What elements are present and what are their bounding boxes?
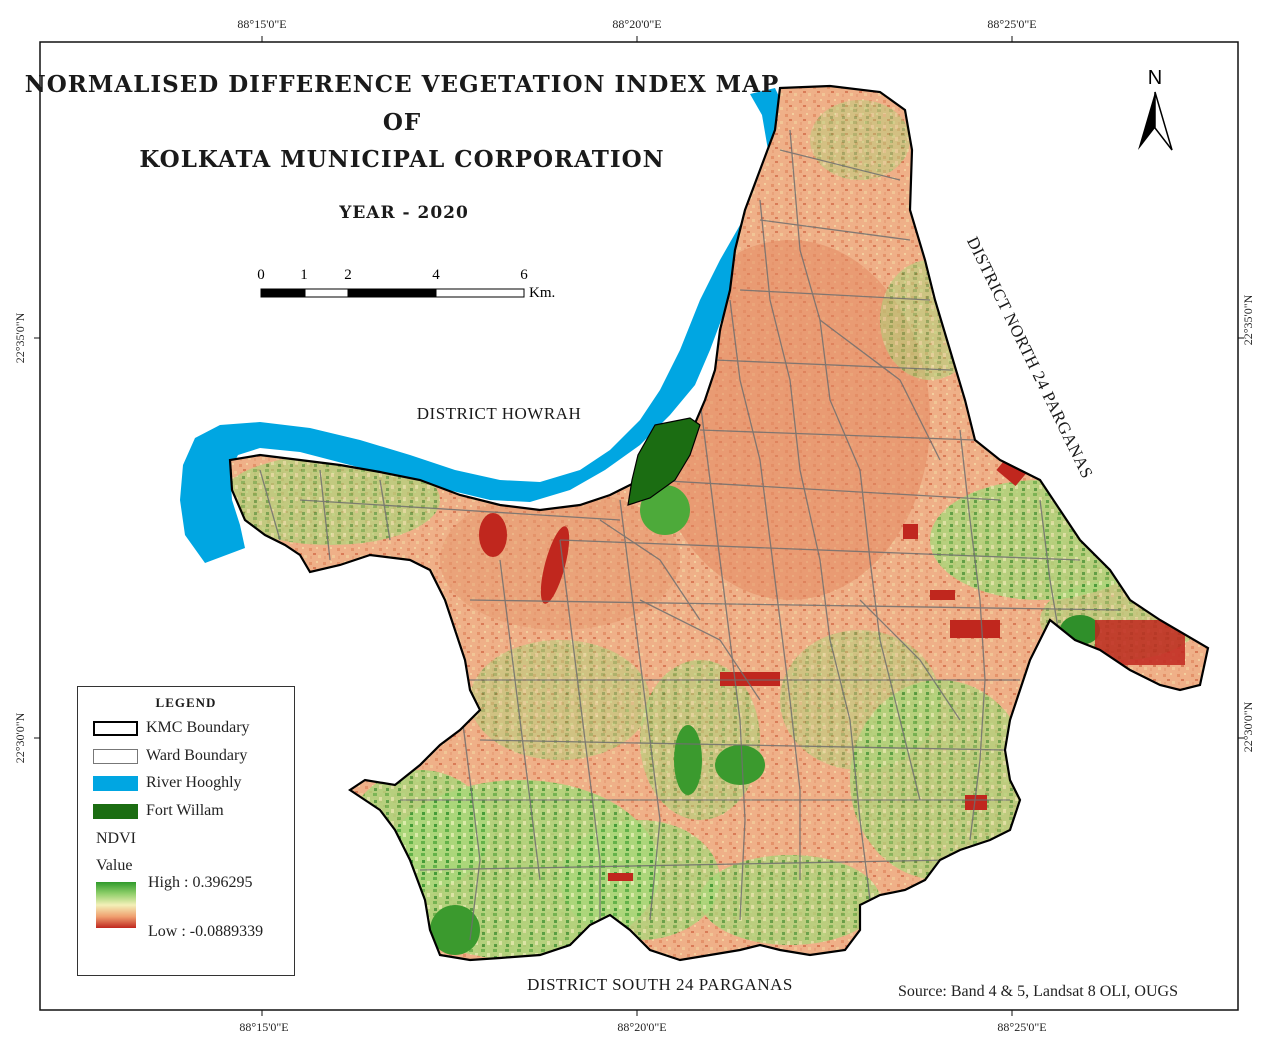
ndvi-color-ramp	[96, 882, 136, 928]
scale-bar: 0 1 2 4 6 Km.	[257, 267, 555, 301]
grid-label-top-3: 88°25'0"E	[987, 17, 1036, 31]
north-label: N	[1148, 67, 1162, 89]
legend-item-fort: Fort Willam	[93, 802, 224, 820]
legend-item-river: River Hooghly	[93, 774, 242, 792]
map-title-line1: NORMALISED DIFFERENCE VEGETATION INDEX M…	[25, 71, 780, 98]
map-frame	[39, 41, 1239, 1011]
map-title-line3: KOLKATA MUNICIPAL CORPORATION	[139, 146, 664, 173]
map-year: YEAR - 2020	[338, 203, 469, 223]
legend-swatch-ward	[93, 748, 138, 764]
legend-label-ward: Ward Boundary	[146, 747, 248, 764]
river-hooghly	[180, 88, 798, 563]
fort-william	[627, 417, 701, 506]
legend-item-ward-boundary: Ward Boundary	[93, 747, 247, 765]
scale-tick-0: 0	[257, 267, 265, 283]
grid-label-left-1: 22°35'0"N	[13, 312, 27, 363]
scale-tick-6: 6	[520, 267, 528, 283]
grid-label-right-1: 22°35'0"N	[1241, 294, 1255, 345]
source-note: Source: Band 4 & 5, Landsat 8 OLI, OUGS	[898, 983, 1178, 1000]
grid-label-bottom-1: 88°15'0"E	[239, 1020, 288, 1034]
legend-high-value: High : 0.396295	[148, 874, 253, 891]
grid-label-right-2: 22°30'0"N	[1241, 701, 1255, 752]
grid-label-bottom-3: 88°25'0"E	[997, 1020, 1046, 1034]
district-south-label: DISTRICT SOUTH 24 PARGANAS	[527, 975, 793, 994]
north-arrow-icon: N	[1138, 67, 1173, 151]
legend-swatch-kmc	[93, 720, 138, 736]
grid-label-top-2: 88°20'0"E	[612, 17, 661, 31]
legend-label-fort: Fort Willam	[146, 802, 224, 819]
grid-label-left-2: 22°30'0"N	[13, 712, 27, 763]
legend-low-value: Low : -0.0889339	[148, 923, 264, 940]
legend-heading: LEGEND	[155, 695, 217, 710]
legend-swatch-fort	[93, 803, 138, 819]
scale-unit: Km.	[529, 285, 555, 301]
legend-label-river: River Hooghly	[146, 774, 242, 791]
legend-swatch-river	[93, 775, 138, 791]
legend-value-label: Value	[96, 857, 133, 874]
grid-label-bottom-2: 88°20'0"E	[617, 1020, 666, 1034]
scale-tick-4: 4	[432, 267, 440, 283]
grid-label-top-1: 88°15'0"E	[237, 17, 286, 31]
scale-tick-1: 1	[300, 267, 308, 283]
legend-label-kmc: KMC Boundary	[146, 719, 250, 736]
scale-tick-2: 2	[344, 267, 352, 283]
legend-item-kmc-boundary: KMC Boundary	[93, 719, 250, 737]
map-title-line2: OF	[383, 109, 421, 136]
district-north-label: DISTRICT NORTH 24 PARGANAS	[963, 234, 1097, 482]
graticule-ticks	[34, 36, 1244, 1016]
district-howrah-label: DISTRICT HOWRAH	[417, 404, 581, 423]
legend: LEGEND KMC Boundary Ward Boundary River …	[77, 686, 295, 976]
legend-ndvi-label: NDVI	[96, 830, 136, 847]
